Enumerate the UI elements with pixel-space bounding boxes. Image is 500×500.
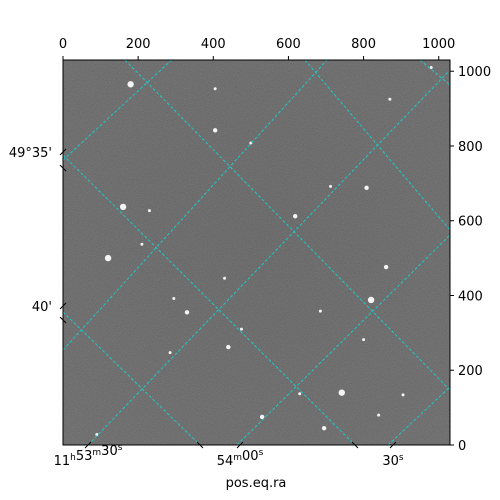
ra-tick — [84, 441, 92, 449]
dec-tick — [59, 316, 67, 324]
right-tick-label: 800 — [458, 140, 483, 155]
star — [172, 296, 176, 300]
top-tick-label: 800 — [351, 37, 376, 52]
stars — [95, 65, 433, 437]
star — [383, 264, 389, 270]
right-tick-label: 400 — [458, 289, 483, 304]
star — [140, 242, 144, 246]
star — [401, 393, 405, 397]
grid-line — [419, 60, 450, 86]
dec-tick — [59, 164, 67, 172]
star — [318, 309, 322, 313]
star — [104, 254, 112, 262]
right-tick-label: 0 — [458, 439, 466, 454]
dec-tick-label: 40' — [32, 300, 52, 315]
axis-ticks — [59, 56, 454, 449]
star — [213, 87, 217, 91]
dec-tick-label: 49°35' — [9, 146, 52, 161]
star — [362, 338, 366, 342]
star — [127, 81, 134, 88]
star — [119, 203, 127, 211]
star — [239, 327, 243, 331]
coordinate-grid — [63, 60, 450, 445]
grid-line — [87, 69, 450, 445]
star — [338, 389, 345, 396]
grid-line — [63, 311, 201, 445]
grid-line — [304, 60, 450, 231]
top-tick-label: 200 — [126, 37, 151, 52]
right-tick-label: 1000 — [458, 65, 491, 80]
ra-tick-label: 30s — [382, 453, 404, 469]
star — [429, 65, 433, 69]
star — [184, 310, 190, 315]
ra-tick — [196, 441, 204, 449]
dec-tick — [59, 148, 67, 156]
dec-tick — [59, 302, 67, 310]
ra-tick — [236, 441, 244, 449]
ra-tick — [389, 441, 397, 449]
star — [388, 97, 392, 101]
axis-labels: 0 200 400 600 800 1000 0 200 400 600 800 1000 11h53m… — [9, 37, 491, 469]
top-tick-label: 600 — [276, 37, 301, 52]
star — [298, 392, 302, 396]
star — [168, 351, 172, 355]
star — [293, 214, 298, 219]
star — [329, 184, 333, 188]
star — [367, 296, 375, 304]
x-axis-title: pos.eq.ra — [226, 476, 287, 491]
star — [226, 344, 231, 350]
right-tick-label: 200 — [458, 364, 483, 379]
star — [377, 413, 381, 417]
star — [212, 128, 218, 133]
right-tick-label: 600 — [458, 215, 483, 230]
ra-tick-label: 11h53m30s — [54, 443, 123, 469]
star — [321, 425, 327, 431]
ra-tick-label: 54m00s — [217, 448, 264, 469]
grid-line — [124, 60, 450, 391]
star — [259, 414, 265, 420]
grid-line — [63, 60, 173, 161]
top-tick-label: 0 — [59, 37, 67, 52]
grid-line — [63, 60, 328, 351]
star — [223, 276, 227, 280]
star — [95, 433, 99, 437]
top-tick-label: 1000 — [422, 37, 455, 52]
image-frame — [62, 59, 451, 446]
sky-image — [63, 60, 450, 445]
grid-line — [63, 154, 356, 445]
star — [147, 209, 151, 213]
star — [364, 185, 369, 191]
top-tick-label: 400 — [201, 37, 226, 52]
ra-tick — [351, 441, 359, 449]
